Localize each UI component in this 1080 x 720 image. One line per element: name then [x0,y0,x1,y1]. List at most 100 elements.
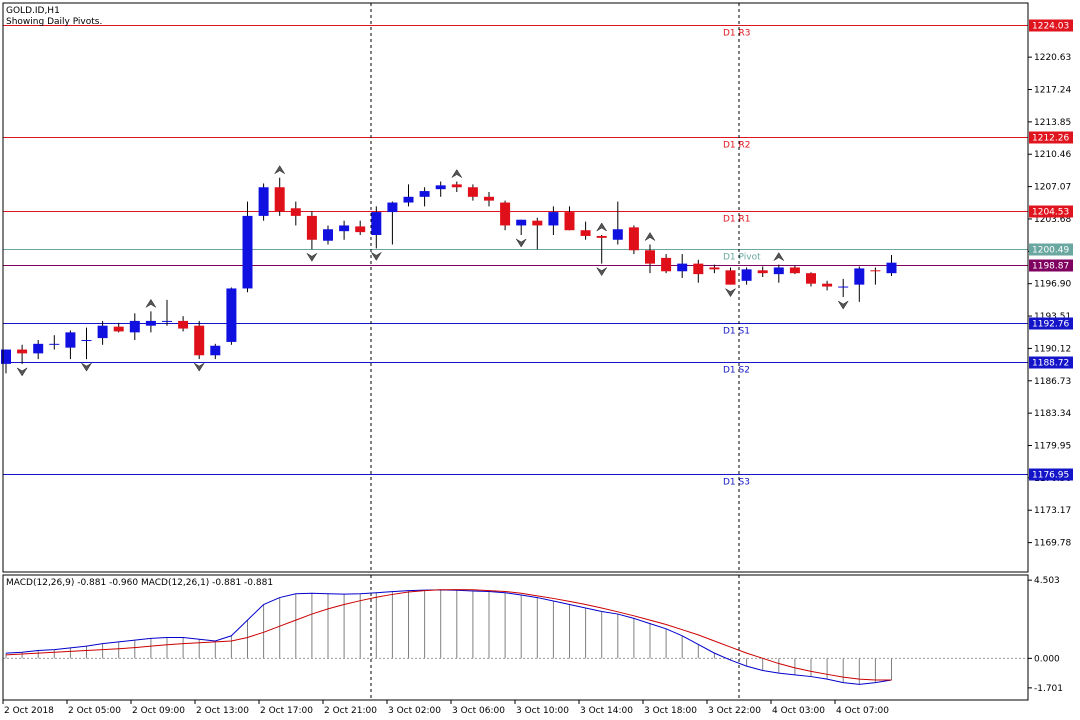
candle-body [741,269,752,281]
candle-body [33,343,44,354]
pivot-label: D1 S2 [723,366,750,376]
candle-body [290,208,301,216]
candle-body [371,212,382,235]
candle-body [580,230,591,236]
macd-pane[interactable] [3,589,1028,685]
y-tick-label: 1203.68 [1034,215,1071,225]
candle-body [467,187,478,197]
fractal-down-icon [16,367,28,377]
x-tick-label: 3 Oct 06:00 [452,706,505,716]
candle-body [162,320,172,322]
candle-body [854,268,865,285]
fractal-up-icon [274,165,285,174]
macd-main-line [5,589,892,685]
macd-title: MACD(12,26,9) -0.881 -0.960 MACD(12,26,1… [6,578,273,588]
fractal-down-icon [193,362,205,372]
pivot-label: D1 R2 [723,141,751,151]
pivot-label: D1 R1 [723,215,751,225]
current-price-badge [1029,259,1073,272]
price-pane[interactable]: D1 R3 D1 R2 D1 R1 D1 Pivot D1 S1 D1 S2 D1 S3 [1,25,1028,488]
x-tick-label: 2 Oct 17:00 [260,706,313,716]
candle-body [789,267,800,274]
candle-body [129,320,140,333]
x-tick-label: 4 Oct 07:00 [836,706,889,716]
candle-body [97,325,108,339]
price-badge-label: 1192.76 [1032,320,1069,330]
price-badge [1029,468,1073,481]
candle-body [548,212,559,226]
y-tick-label: 1173.17 [1034,506,1071,516]
candle-body [870,270,881,272]
candle-body [661,257,672,272]
price-badge-label: 1188.72 [1032,359,1069,369]
price-badge-label: 1212.26 [1032,134,1069,144]
fractal-up-icon [451,169,463,178]
candle-body [500,202,511,226]
y-tick-label: 1213.85 [1034,118,1071,128]
candle-body [178,320,189,329]
macd-y-tick-label: 4.503 [1034,576,1060,586]
candle-body [435,185,446,190]
fractal-down-icon [837,300,849,310]
candle-body [612,229,623,240]
fractal-down-icon [306,253,318,262]
fractal-down-icon [596,267,607,277]
candle-body [81,340,92,342]
x-tick-label: 2 Oct 09:00 [132,706,185,716]
y-tick-label: 1183.34 [1034,409,1071,419]
y-tick-label: 1220.63 [1034,53,1071,63]
candle-body [242,215,253,289]
candle-body [484,196,494,201]
y-tick-label: 1186.73 [1034,377,1071,387]
candle-body [564,212,575,231]
candle-body [113,326,124,332]
x-tick-label: 4 Oct 03:00 [772,706,825,716]
candle-body [596,235,607,238]
price-badge-label: 1176.95 [1032,471,1069,481]
candle-body [1,349,11,364]
fractal-up-icon [596,222,607,232]
fractal-down-icon [725,288,736,298]
candle-body [419,191,430,197]
candle-body [806,273,816,284]
price-badge-label: 1204.53 [1032,208,1069,218]
x-tick-label: 2 Oct 2018 [4,706,54,716]
candle-body [677,263,688,272]
candle-body [194,325,205,356]
candle-body [49,343,60,345]
price-badge-label: 1200.49 [1032,246,1069,256]
pivot-label: D1 R3 [723,29,751,39]
y-tick-label: 1193.51 [1034,312,1071,322]
candle-body [65,332,76,348]
macd-signal-line [5,589,892,681]
fractal-down-icon [371,252,382,261]
candle-body [773,267,784,275]
x-tick-label: 3 Oct 14:00 [580,706,633,716]
fractal-down-icon [81,362,92,372]
candle-body [693,263,704,275]
price-badge [1029,356,1073,369]
candle-body [886,262,897,274]
y-tick-label: 1210.46 [1034,150,1071,160]
price-badge [1029,19,1073,32]
candle-body [323,229,333,241]
y-tick-label: 1196.90 [1034,280,1071,290]
macd-y-tick-label: 0.000 [1034,654,1060,664]
current-price-label: 1198.87 [1032,262,1069,272]
candle-body [532,220,543,226]
chart-subtitle: Showing Daily Pivots. [6,17,102,27]
candle-body [17,349,28,354]
y-tick-label: 1217.24 [1034,85,1071,95]
y-tick-label: 1207.07 [1034,183,1071,193]
price-pane-frame [2,2,1029,573]
fractal-up-icon [145,298,157,308]
candle-body [355,226,366,233]
candle-body [258,187,269,216]
candle-body [725,270,736,285]
candle-body [387,202,398,213]
candle-body [210,345,221,356]
candle-body [838,286,849,288]
y-tick-label: 1190.12 [1034,344,1071,354]
